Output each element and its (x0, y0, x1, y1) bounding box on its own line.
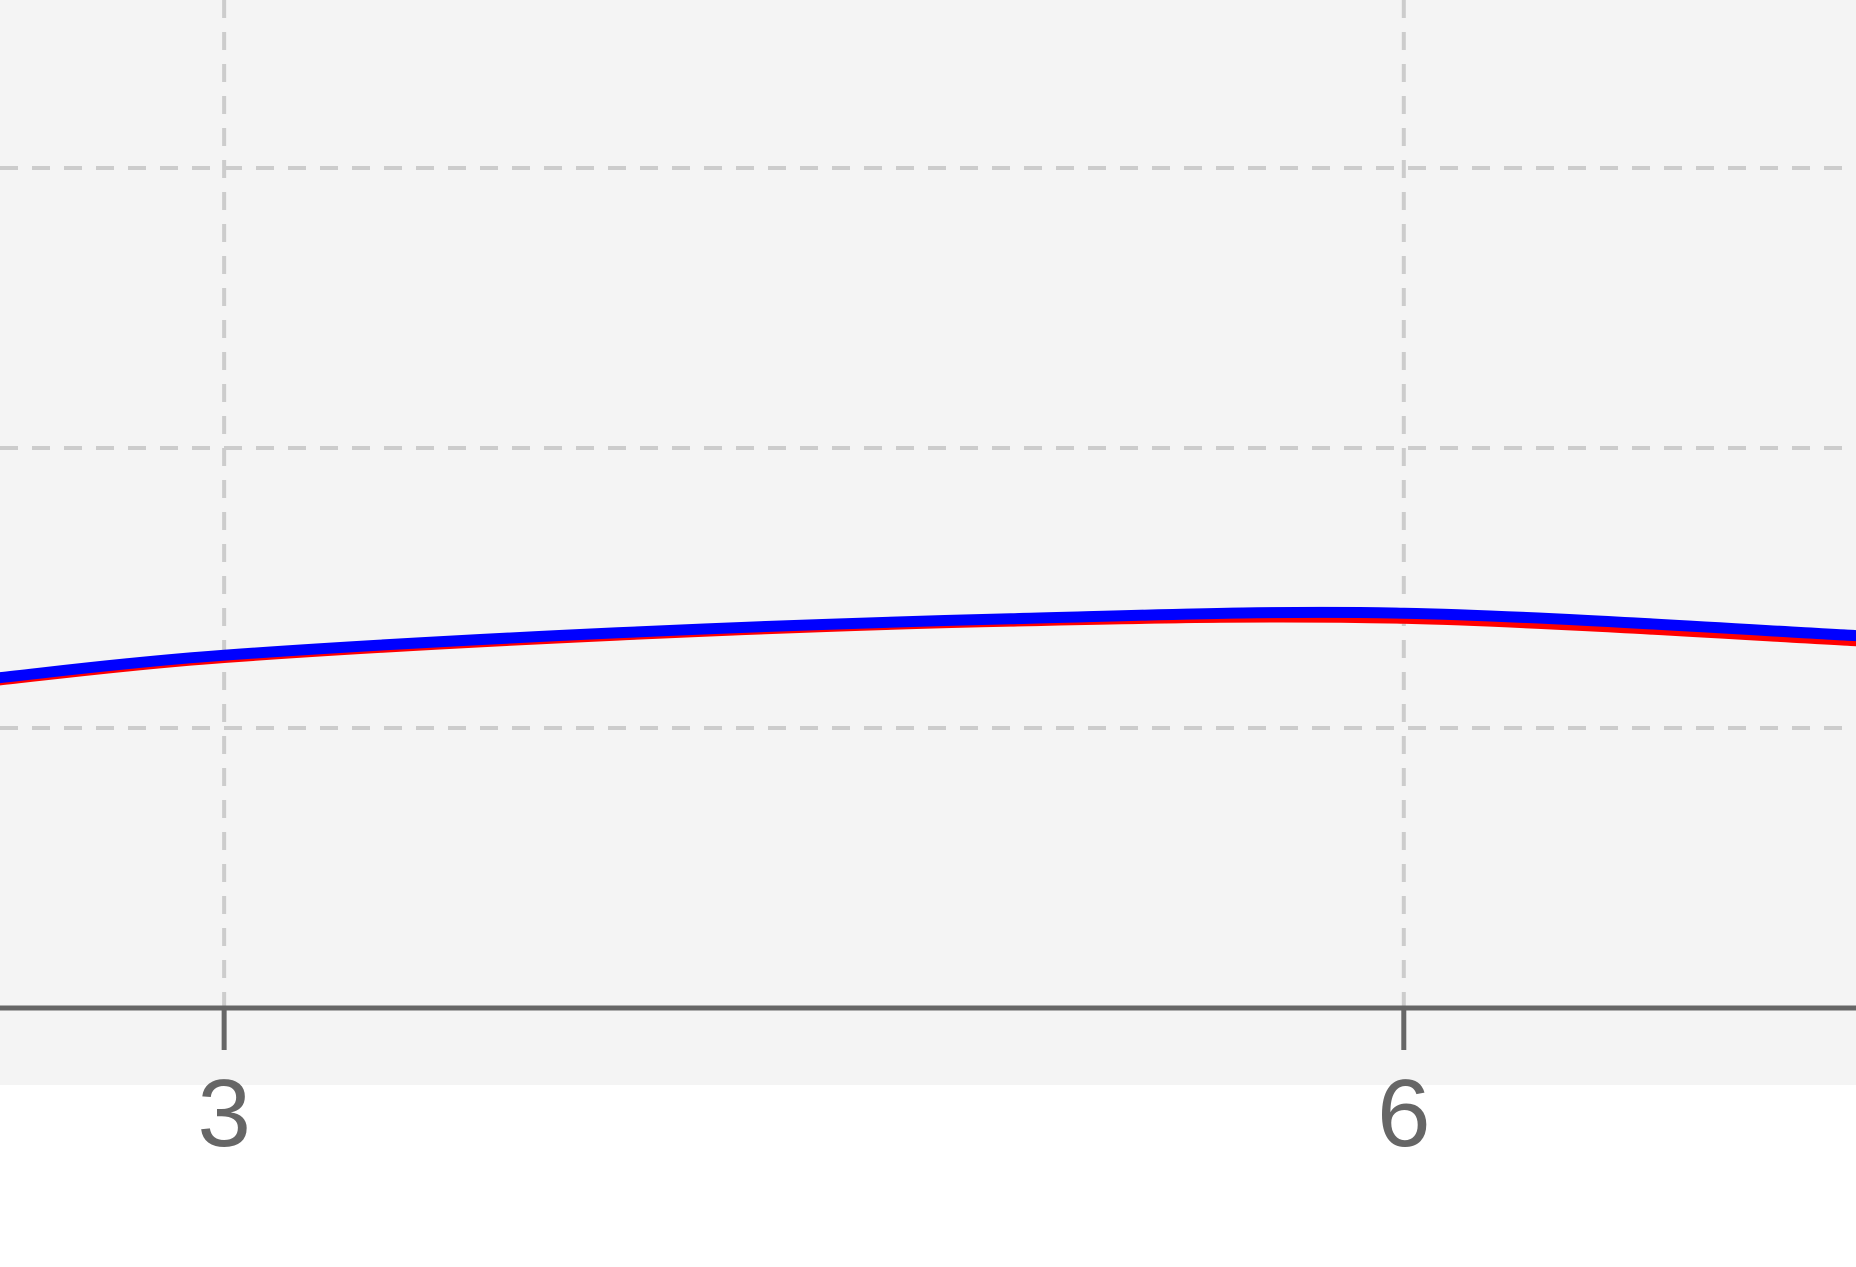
x-tick-label: 3 (197, 1060, 250, 1167)
x-tick-label: 6 (1377, 1060, 1430, 1167)
series-line-2 (0, 606, 1856, 684)
plot-background (0, 0, 1856, 1085)
grid-layer (0, 0, 1856, 1008)
series-layer (0, 606, 1856, 686)
